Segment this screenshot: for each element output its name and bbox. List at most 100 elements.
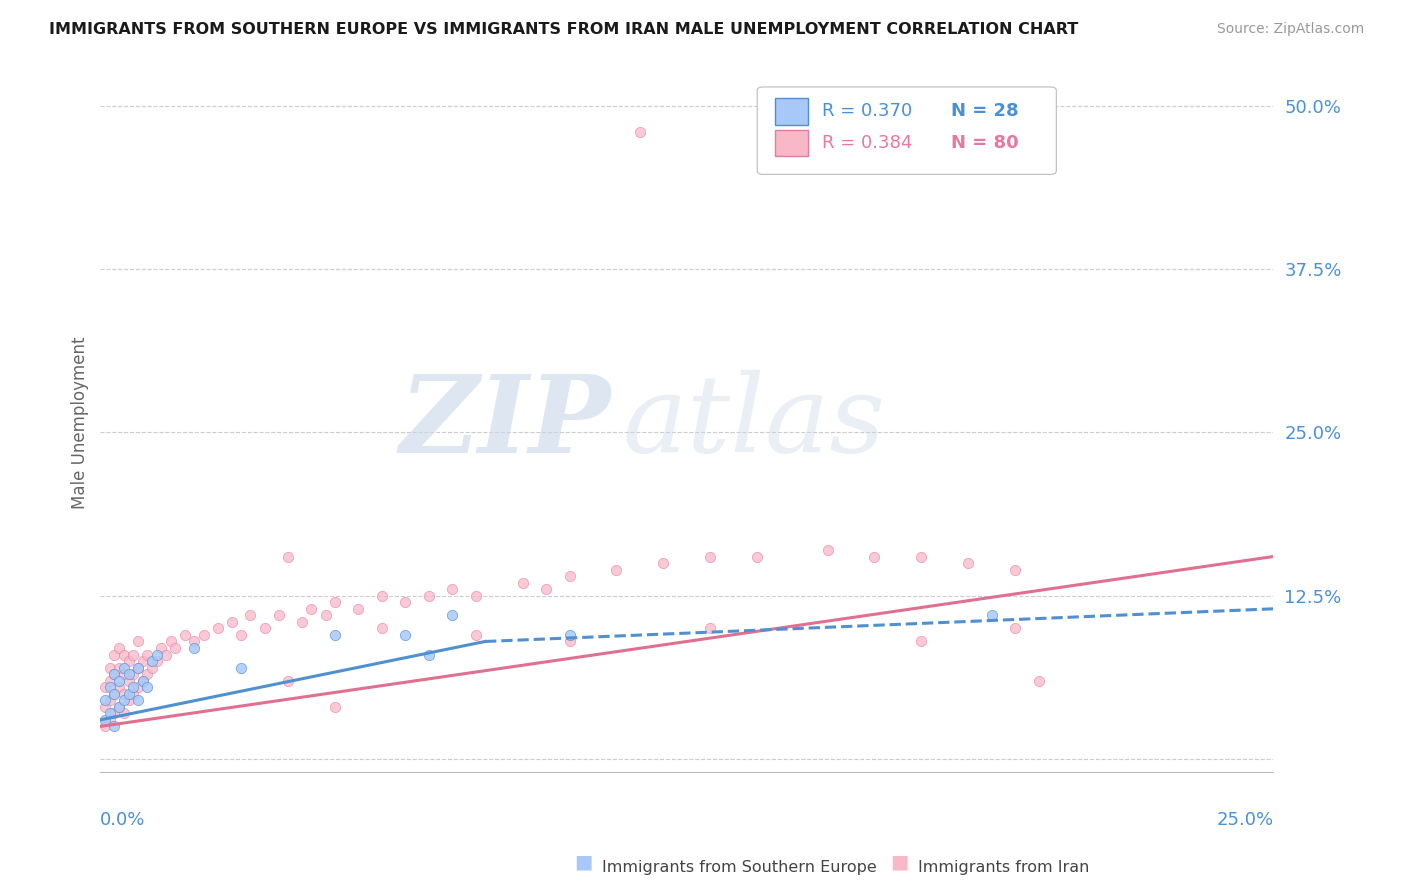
Point bbox=[136, 680, 159, 694]
Point bbox=[141, 654, 163, 668]
Point bbox=[253, 621, 276, 635]
Point bbox=[112, 693, 135, 707]
Point bbox=[141, 660, 163, 674]
Point bbox=[103, 667, 125, 681]
Point bbox=[98, 713, 121, 727]
Text: 0.0%: 0.0% bbox=[100, 811, 146, 829]
Point bbox=[94, 693, 117, 707]
Point bbox=[94, 699, 117, 714]
Point bbox=[464, 628, 486, 642]
Point bbox=[291, 615, 314, 629]
Point bbox=[1004, 563, 1026, 577]
Point bbox=[699, 621, 721, 635]
Point bbox=[127, 680, 149, 694]
Point bbox=[117, 654, 139, 668]
Point bbox=[323, 595, 346, 609]
Point bbox=[371, 589, 394, 603]
Point bbox=[652, 556, 675, 570]
Point bbox=[863, 549, 886, 564]
Point bbox=[145, 654, 167, 668]
Point bbox=[817, 543, 839, 558]
Point bbox=[122, 680, 145, 694]
Point bbox=[558, 628, 581, 642]
Point bbox=[371, 621, 394, 635]
Point bbox=[229, 628, 252, 642]
Point bbox=[94, 719, 117, 733]
Point bbox=[699, 549, 721, 564]
Point bbox=[347, 602, 370, 616]
Bar bbox=[775, 129, 807, 156]
Text: IMMIGRANTS FROM SOUTHERN EUROPE VS IMMIGRANTS FROM IRAN MALE UNEMPLOYMENT CORREL: IMMIGRANTS FROM SOUTHERN EUROPE VS IMMIG… bbox=[49, 22, 1078, 37]
Point bbox=[1028, 673, 1050, 688]
Point bbox=[131, 673, 153, 688]
Point bbox=[103, 648, 125, 662]
Point bbox=[98, 660, 121, 674]
Point bbox=[418, 589, 440, 603]
Point bbox=[165, 640, 187, 655]
Point bbox=[277, 549, 299, 564]
Point bbox=[173, 628, 195, 642]
Point bbox=[183, 640, 205, 655]
Point bbox=[127, 693, 149, 707]
Point bbox=[1004, 621, 1026, 635]
Point bbox=[103, 667, 125, 681]
Point bbox=[117, 693, 139, 707]
Text: ZIP: ZIP bbox=[399, 369, 610, 475]
Point bbox=[117, 673, 139, 688]
Text: atlas: atlas bbox=[623, 370, 886, 475]
Point bbox=[108, 699, 131, 714]
Point bbox=[394, 628, 416, 642]
Point bbox=[94, 680, 117, 694]
Point bbox=[957, 556, 980, 570]
Point bbox=[98, 673, 121, 688]
Point bbox=[122, 648, 145, 662]
Point bbox=[127, 660, 149, 674]
Point bbox=[136, 667, 159, 681]
Point bbox=[127, 660, 149, 674]
Point bbox=[277, 673, 299, 688]
Point bbox=[103, 687, 125, 701]
Point bbox=[98, 680, 121, 694]
Point bbox=[127, 634, 149, 648]
Text: R = 0.370: R = 0.370 bbox=[821, 103, 912, 120]
Point bbox=[136, 648, 159, 662]
Text: Source: ZipAtlas.com: Source: ZipAtlas.com bbox=[1216, 22, 1364, 37]
Point bbox=[103, 719, 125, 733]
Text: ■: ■ bbox=[574, 852, 593, 871]
Point bbox=[112, 648, 135, 662]
Point bbox=[155, 648, 177, 662]
Point bbox=[145, 648, 167, 662]
Point bbox=[323, 699, 346, 714]
Point bbox=[159, 634, 181, 648]
Point bbox=[108, 699, 131, 714]
Point bbox=[747, 549, 769, 564]
Point bbox=[108, 680, 131, 694]
Point bbox=[117, 667, 139, 681]
FancyBboxPatch shape bbox=[758, 87, 1056, 174]
Point bbox=[558, 569, 581, 583]
Point bbox=[131, 673, 153, 688]
Text: Immigrants from Iran: Immigrants from Iran bbox=[918, 860, 1090, 874]
Point bbox=[108, 640, 131, 655]
Point bbox=[464, 589, 486, 603]
Text: N = 28: N = 28 bbox=[950, 103, 1018, 120]
Y-axis label: Male Unemployment: Male Unemployment bbox=[72, 336, 89, 508]
Point bbox=[193, 628, 215, 642]
Bar bbox=[775, 98, 807, 125]
Point bbox=[122, 667, 145, 681]
Point bbox=[112, 667, 135, 681]
Point bbox=[534, 582, 557, 597]
Point bbox=[558, 634, 581, 648]
Point bbox=[418, 648, 440, 662]
Point bbox=[315, 608, 337, 623]
Text: ■: ■ bbox=[890, 852, 910, 871]
Point bbox=[108, 673, 131, 688]
Point bbox=[150, 640, 173, 655]
Text: N = 80: N = 80 bbox=[950, 134, 1018, 152]
Point bbox=[301, 602, 323, 616]
Point bbox=[221, 615, 243, 629]
Text: 25.0%: 25.0% bbox=[1216, 811, 1274, 829]
Point bbox=[229, 660, 252, 674]
Point bbox=[94, 713, 117, 727]
Point bbox=[112, 687, 135, 701]
